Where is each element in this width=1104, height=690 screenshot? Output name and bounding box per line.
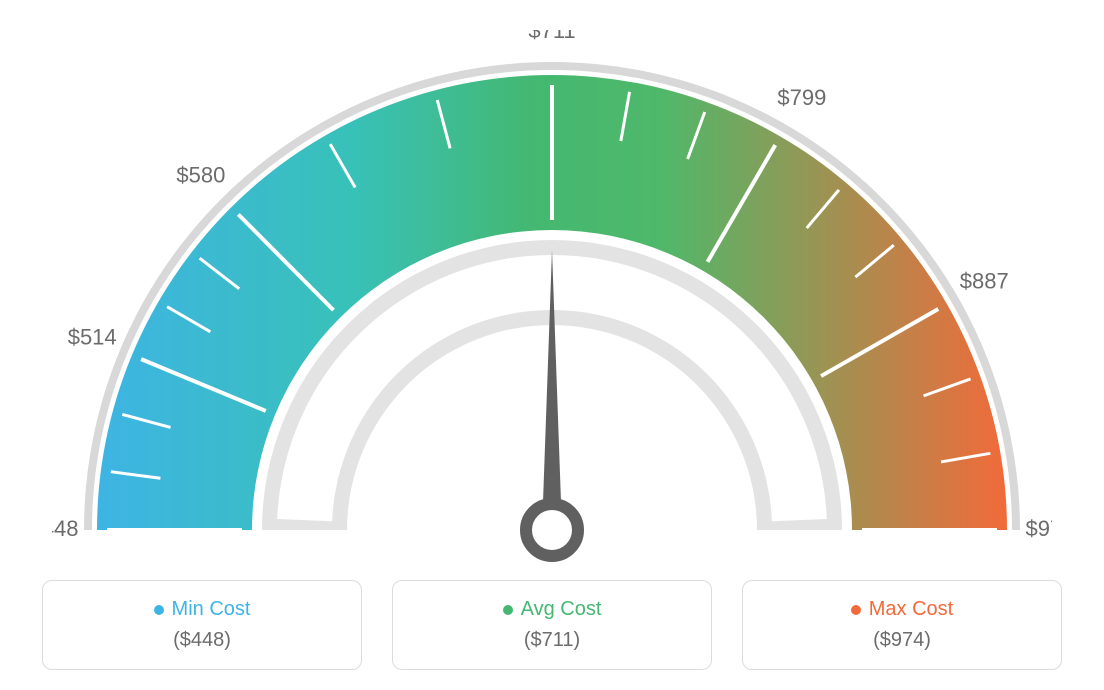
- legend-card-min: Min Cost ($448): [42, 580, 362, 670]
- legend-title-min: Min Cost: [154, 598, 251, 621]
- gauge-needle-hub: [526, 504, 578, 556]
- gauge-svg: $448 $514 $580 $711 $799 $887 $974: [52, 30, 1052, 570]
- gauge-tick-label: $887: [960, 269, 1009, 294]
- legend-label-avg: Avg Cost: [521, 598, 602, 621]
- legend-label-min: Min Cost: [172, 598, 251, 621]
- gauge-tick-label: $514: [68, 325, 117, 350]
- legend-row: Min Cost ($448) Avg Cost ($711) Max Cost…: [42, 580, 1062, 670]
- legend-dot-max: [851, 605, 861, 615]
- legend-dot-avg: [503, 605, 513, 615]
- legend-dot-min: [154, 605, 164, 615]
- legend-value-min: ($448): [173, 629, 231, 652]
- gauge-tick-label: $799: [777, 85, 826, 110]
- legend-label-max: Max Cost: [869, 598, 953, 621]
- legend-value-max: ($974): [873, 629, 931, 652]
- gauge-tick-label: $711: [528, 30, 575, 43]
- gauge-container: $448 $514 $580 $711 $799 $887 $974: [52, 30, 1052, 570]
- legend-title-avg: Avg Cost: [503, 598, 602, 621]
- legend-title-max: Max Cost: [851, 598, 953, 621]
- legend-value-avg: ($711): [524, 629, 580, 652]
- gauge-tick-label: $580: [176, 163, 225, 188]
- legend-card-max: Max Cost ($974): [742, 580, 1062, 670]
- legend-card-avg: Avg Cost ($711): [392, 580, 712, 670]
- gauge-tick-label: $974: [1026, 516, 1052, 541]
- gauge-tick-label: $448: [52, 516, 78, 541]
